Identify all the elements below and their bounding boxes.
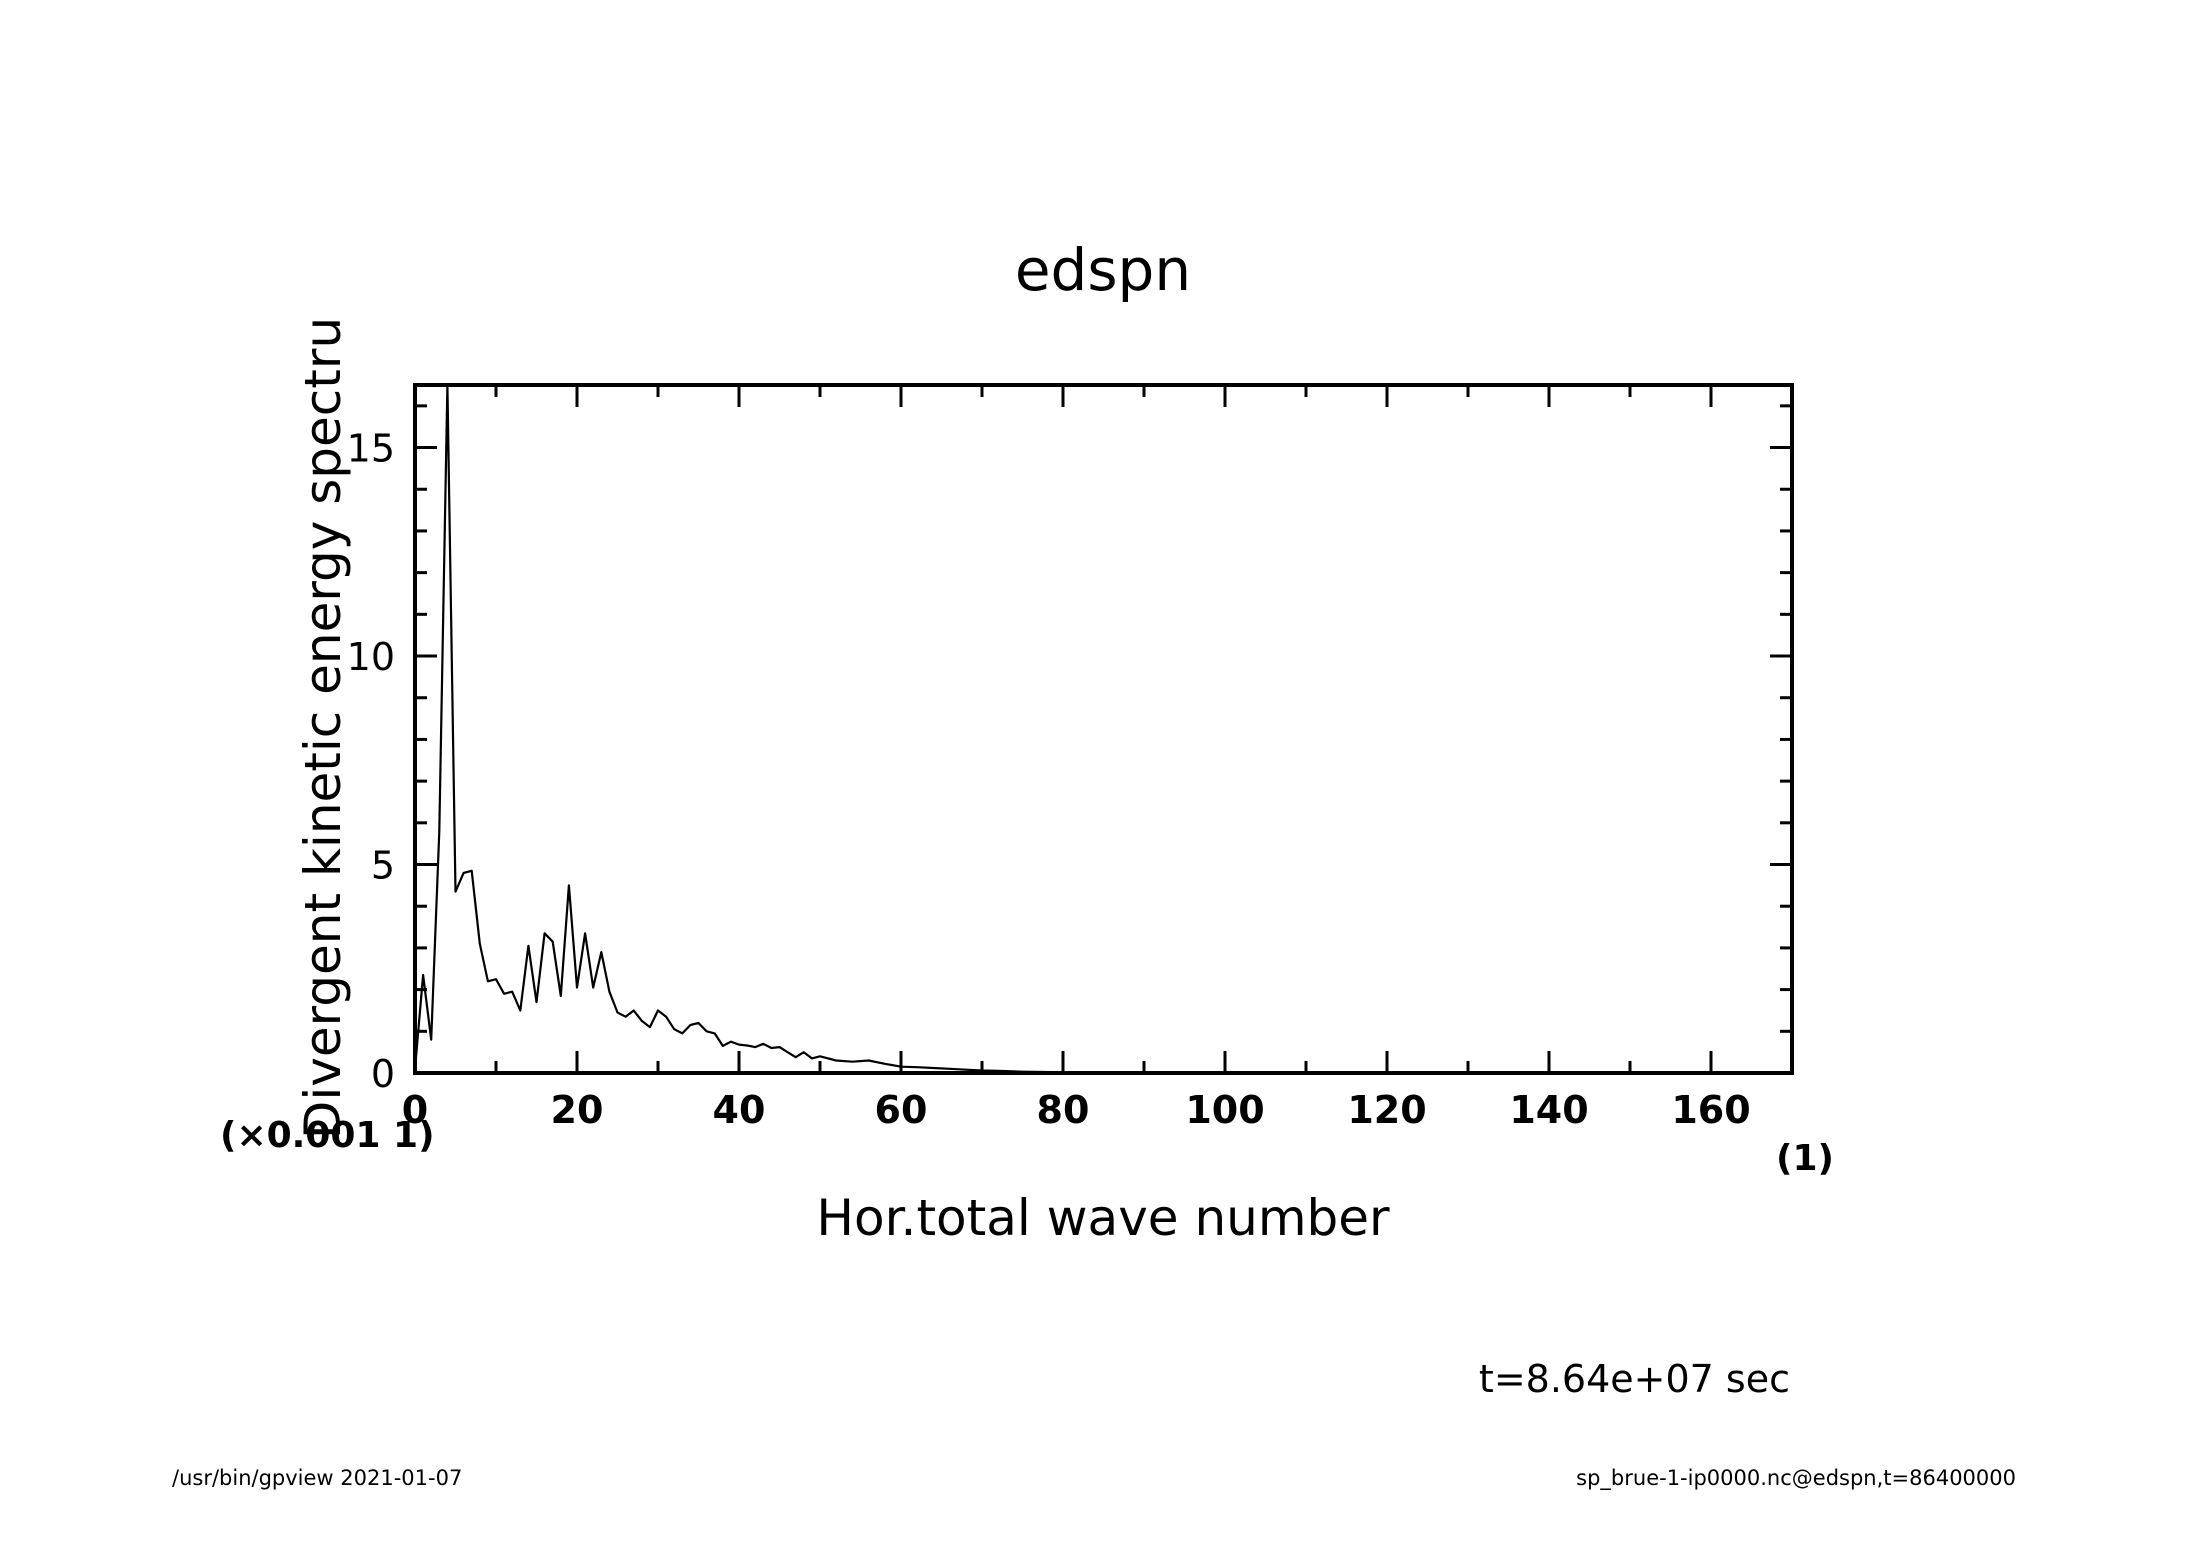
chart-title: edspn <box>1015 236 1191 304</box>
x-tick-label: 160 <box>1671 1088 1750 1132</box>
footer-right: sp_brue-1-ip0000.nc@edspn,t=86400000 <box>1576 1466 2016 1491</box>
x-tick-label: 100 <box>1185 1088 1264 1132</box>
x-tick-label: 140 <box>1509 1088 1588 1132</box>
y-tick-label: 15 <box>347 427 395 471</box>
series-line <box>413 383 1792 1075</box>
y-tick-labels: 0 5 10 15 <box>347 427 395 1096</box>
axis-ticks <box>413 385 1794 1075</box>
y-axis-label: Divergent kinetic energy spectru <box>294 317 352 1139</box>
x-tick-label: 80 <box>1037 1088 1090 1132</box>
y-tick-label: 5 <box>371 844 395 888</box>
y-tick-label: 10 <box>347 635 395 679</box>
x-unit-label: (1) <box>1776 1138 1834 1179</box>
x-tick-labels: 0 20 40 60 80 100 120 140 160 <box>402 1088 1751 1132</box>
x-tick-label: 120 <box>1347 1088 1426 1132</box>
y-unit-label: (×0.001 1) <box>220 1115 435 1156</box>
time-label: t=8.64e+07 sec <box>1479 1357 1790 1401</box>
x-tick-label: 20 <box>551 1088 604 1132</box>
y-tick-label: 0 <box>371 1052 395 1096</box>
footer-left: /usr/bin/gpview 2021-01-07 <box>172 1466 462 1490</box>
x-tick-label: 60 <box>875 1088 928 1132</box>
x-tick-label: 0 <box>402 1088 428 1132</box>
plot-frame <box>413 383 1794 1075</box>
x-axis-label: Hor.total wave number <box>816 1189 1390 1247</box>
x-tick-label: 40 <box>713 1088 766 1132</box>
